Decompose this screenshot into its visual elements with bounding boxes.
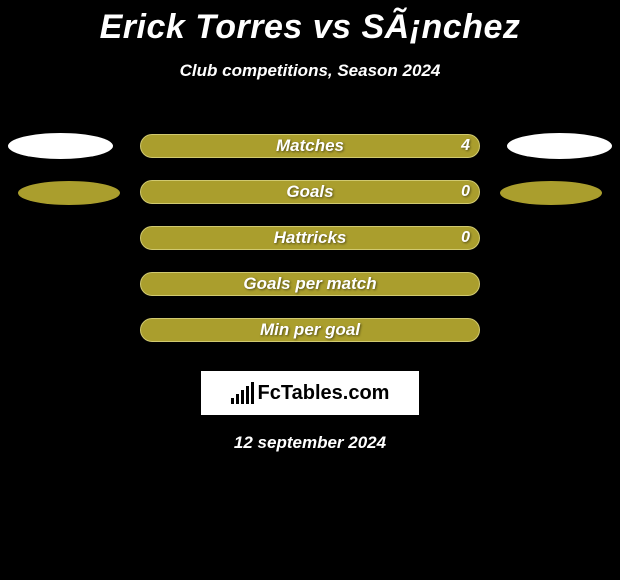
date-label: 12 september 2024 xyxy=(0,433,620,453)
stat-label: Min per goal xyxy=(140,318,480,342)
stat-rows: Matches 4 Goals 0 Hattricks 0 Goals per … xyxy=(0,123,620,353)
stat-value-right: 0 xyxy=(461,226,470,250)
stat-value-right: 4 xyxy=(461,134,470,158)
logo-text: FcTables.com xyxy=(258,382,390,405)
subtitle: Club competitions, Season 2024 xyxy=(0,61,620,81)
stat-label: Goals per match xyxy=(140,272,480,296)
stat-label: Hattricks xyxy=(140,226,480,250)
left-marker-ellipse xyxy=(18,181,120,205)
stat-row-hattricks: Hattricks 0 xyxy=(0,215,620,261)
stat-row-matches: Matches 4 xyxy=(0,123,620,169)
stat-row-goals: Goals 0 xyxy=(0,169,620,215)
logo-bars-icon xyxy=(231,382,254,404)
right-marker-ellipse xyxy=(500,181,602,205)
stat-label: Goals xyxy=(140,180,480,204)
stat-value-right: 0 xyxy=(461,180,470,204)
stat-label: Matches xyxy=(140,134,480,158)
left-marker-ellipse xyxy=(8,133,113,159)
right-marker-ellipse xyxy=(507,133,612,159)
stat-row-goals-per-match: Goals per match xyxy=(0,261,620,307)
stat-row-min-per-goal: Min per goal xyxy=(0,307,620,353)
logo-box: FcTables.com xyxy=(201,371,419,415)
page-title: Erick Torres vs SÃ¡nchez xyxy=(0,0,620,47)
